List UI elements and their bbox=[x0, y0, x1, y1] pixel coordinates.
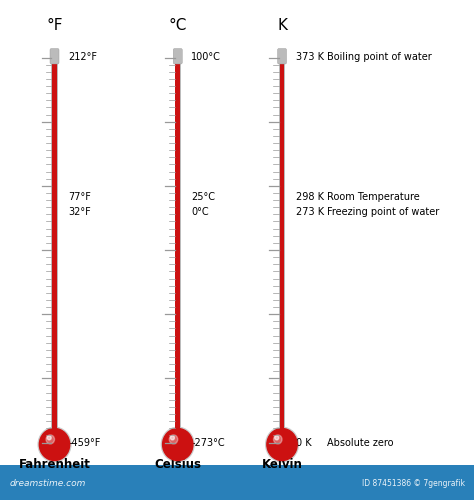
Text: °C: °C bbox=[169, 18, 187, 32]
Text: 298 K: 298 K bbox=[296, 192, 324, 202]
Bar bbox=[51, 58, 58, 442]
Text: 32°F: 32°F bbox=[68, 208, 91, 218]
Bar bbox=[174, 58, 181, 442]
Text: K: K bbox=[277, 18, 287, 32]
Circle shape bbox=[171, 436, 174, 440]
Text: 77°F: 77°F bbox=[68, 192, 91, 202]
Circle shape bbox=[163, 428, 193, 460]
Text: -273°C: -273°C bbox=[191, 438, 225, 448]
Circle shape bbox=[39, 428, 70, 460]
Text: 373 K: 373 K bbox=[296, 52, 324, 62]
Text: ID 87451386 © 7gengrafik: ID 87451386 © 7gengrafik bbox=[362, 479, 465, 488]
Text: Celsius: Celsius bbox=[154, 458, 201, 471]
Text: 0°C: 0°C bbox=[191, 208, 209, 218]
Text: 100°C: 100°C bbox=[191, 52, 221, 62]
Circle shape bbox=[267, 428, 297, 460]
Text: Absolute zero: Absolute zero bbox=[327, 438, 393, 448]
FancyBboxPatch shape bbox=[277, 48, 286, 64]
Circle shape bbox=[169, 435, 178, 444]
Text: Boiling point of water: Boiling point of water bbox=[327, 52, 432, 62]
Circle shape bbox=[273, 435, 282, 444]
Text: Freezing point of water: Freezing point of water bbox=[327, 208, 439, 218]
Circle shape bbox=[275, 436, 279, 440]
Text: dreamstime.com: dreamstime.com bbox=[9, 479, 86, 488]
Bar bbox=[52, 58, 57, 442]
Circle shape bbox=[46, 435, 55, 444]
Text: Kelvin: Kelvin bbox=[262, 458, 302, 471]
Text: 0 K: 0 K bbox=[296, 438, 311, 448]
Circle shape bbox=[265, 427, 299, 462]
FancyBboxPatch shape bbox=[50, 48, 59, 64]
Circle shape bbox=[38, 427, 71, 462]
Text: Room Temperature: Room Temperature bbox=[327, 192, 420, 202]
Text: -459°F: -459°F bbox=[68, 438, 100, 448]
Text: 212°F: 212°F bbox=[68, 52, 97, 62]
Circle shape bbox=[47, 436, 51, 440]
Bar bbox=[279, 58, 285, 442]
Bar bbox=[175, 58, 180, 442]
Bar bbox=[0, 465, 474, 500]
Text: 25°C: 25°C bbox=[191, 192, 215, 202]
Text: 273 K: 273 K bbox=[296, 208, 324, 218]
Bar bbox=[280, 58, 284, 442]
Circle shape bbox=[161, 427, 194, 462]
Text: °F: °F bbox=[46, 18, 63, 32]
FancyBboxPatch shape bbox=[173, 48, 182, 64]
Text: Fahrenheit: Fahrenheit bbox=[18, 458, 91, 471]
